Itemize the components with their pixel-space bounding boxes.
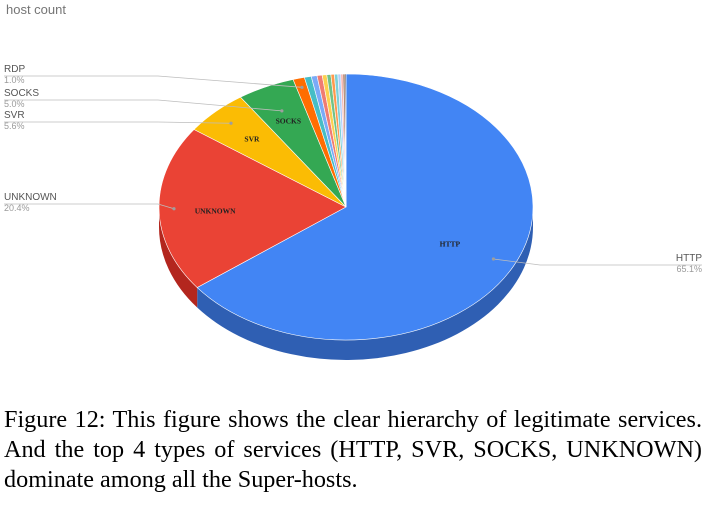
slice-label-unknown: UNKNOWN (195, 206, 236, 215)
callout-line (4, 121, 232, 124)
callout-dot (280, 109, 284, 113)
callout-label: HTTP (676, 253, 702, 264)
callout-percent: 20.4% (4, 203, 30, 213)
pie-side-http (197, 207, 533, 360)
callout-dot (300, 85, 304, 89)
figure-caption: Figure 12: This figure shows the clear h… (4, 406, 702, 493)
callout-dot (172, 207, 176, 211)
pie-side-unknown (159, 207, 198, 308)
callout-dot (491, 257, 496, 261)
callout-line (4, 203, 175, 210)
pie-slice-minor-15 (344, 73, 347, 208)
callout-percent: 5.0% (4, 99, 25, 109)
pie-side-walls (159, 207, 533, 360)
callout-label: SOCKS (4, 88, 39, 99)
slice-label-socks: SOCKS (276, 116, 301, 125)
callout-percent: 5.6% (4, 121, 25, 131)
callout-label: RDP (4, 64, 25, 75)
callout-percent: 1.0% (4, 75, 25, 85)
pie-chart: HTTPUNKNOWNSVRSOCKSHTTP65.1%UNKNOWN20.4%… (4, 64, 702, 360)
callout-line (4, 99, 282, 112)
pie-slice-http (196, 73, 534, 341)
callout-percent: 65.1% (676, 264, 702, 274)
callout-dot (229, 121, 233, 125)
callout-label: UNKNOWN (4, 192, 57, 203)
callout-line (4, 75, 303, 88)
callout-line (493, 258, 702, 266)
pie-slice-unknown (158, 129, 347, 288)
slice-label-http: HTTP (440, 240, 461, 249)
chart-title: host count (6, 2, 66, 17)
slice-label-svr: SVR (244, 134, 260, 143)
callout-label: SVR (4, 110, 25, 121)
